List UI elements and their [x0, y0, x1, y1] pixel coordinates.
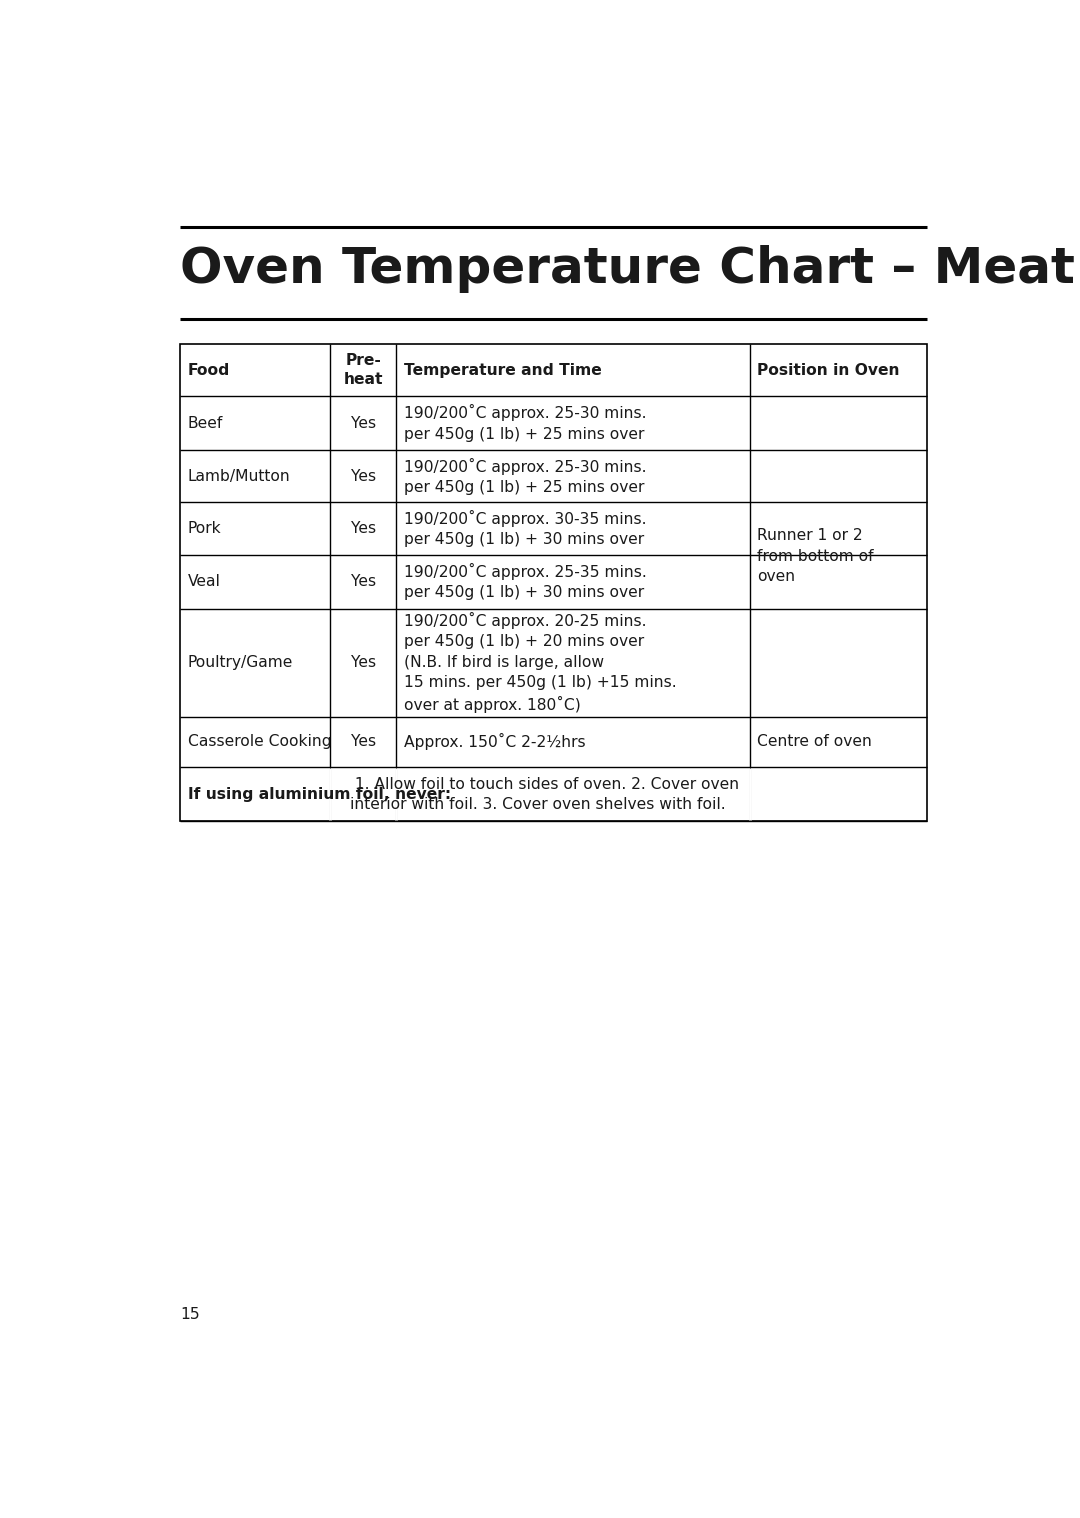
Text: Casserole Cooking: Casserole Cooking	[188, 735, 332, 750]
Text: If using aluminium foil, never:: If using aluminium foil, never:	[188, 786, 450, 802]
Text: Beef: Beef	[188, 416, 224, 431]
Text: Yes: Yes	[351, 469, 376, 484]
Text: Poultry/Game: Poultry/Game	[188, 656, 293, 669]
Text: 1. Allow foil to touch sides of oven. 2. Cover oven
interior with foil. 3. Cover: 1. Allow foil to touch sides of oven. 2.…	[350, 777, 740, 812]
Text: Centre of oven: Centre of oven	[757, 735, 873, 750]
Text: Yes: Yes	[351, 656, 376, 669]
Text: Yes: Yes	[351, 416, 376, 431]
Text: Yes: Yes	[351, 735, 376, 750]
Text: 190/200˚C approx. 30-35 mins.
per 450g (1 lb) + 30 mins over: 190/200˚C approx. 30-35 mins. per 450g (…	[404, 510, 647, 548]
Text: 190/200˚C approx. 25-30 mins.
per 450g (1 lb) + 25 mins over: 190/200˚C approx. 25-30 mins. per 450g (…	[404, 457, 647, 495]
Text: Approx. 150˚C 2-2½hrs: Approx. 150˚C 2-2½hrs	[404, 733, 585, 750]
Text: Position in Oven: Position in Oven	[757, 363, 900, 378]
Text: Veal: Veal	[188, 574, 220, 589]
Text: 15: 15	[180, 1307, 200, 1322]
Text: Temperature and Time: Temperature and Time	[404, 363, 602, 378]
Text: Oven Temperature Chart – Meat: Oven Temperature Chart – Meat	[180, 246, 1075, 293]
Text: Yes: Yes	[351, 574, 376, 589]
Bar	[180, 345, 927, 821]
Text: 190/200˚C approx. 20-25 mins.
per 450g (1 lb) + 20 mins over
(N.B. If bird is la: 190/200˚C approx. 20-25 mins. per 450g (…	[404, 612, 676, 713]
Text: 190/200˚C approx. 25-30 mins.
per 450g (1 lb) + 25 mins over: 190/200˚C approx. 25-30 mins. per 450g (…	[404, 404, 647, 442]
Text: Runner 1 or 2
from bottom of
oven: Runner 1 or 2 from bottom of oven	[757, 528, 874, 584]
Text: Pork: Pork	[188, 521, 221, 536]
Text: Yes: Yes	[351, 521, 376, 536]
Text: Lamb/Mutton: Lamb/Mutton	[188, 469, 291, 484]
Text: Pre-
heat: Pre- heat	[343, 354, 383, 387]
Text: 190/200˚C approx. 25-35 mins.
per 450g (1 lb) + 30 mins over: 190/200˚C approx. 25-35 mins. per 450g (…	[404, 563, 647, 601]
Text: Food: Food	[188, 363, 230, 378]
